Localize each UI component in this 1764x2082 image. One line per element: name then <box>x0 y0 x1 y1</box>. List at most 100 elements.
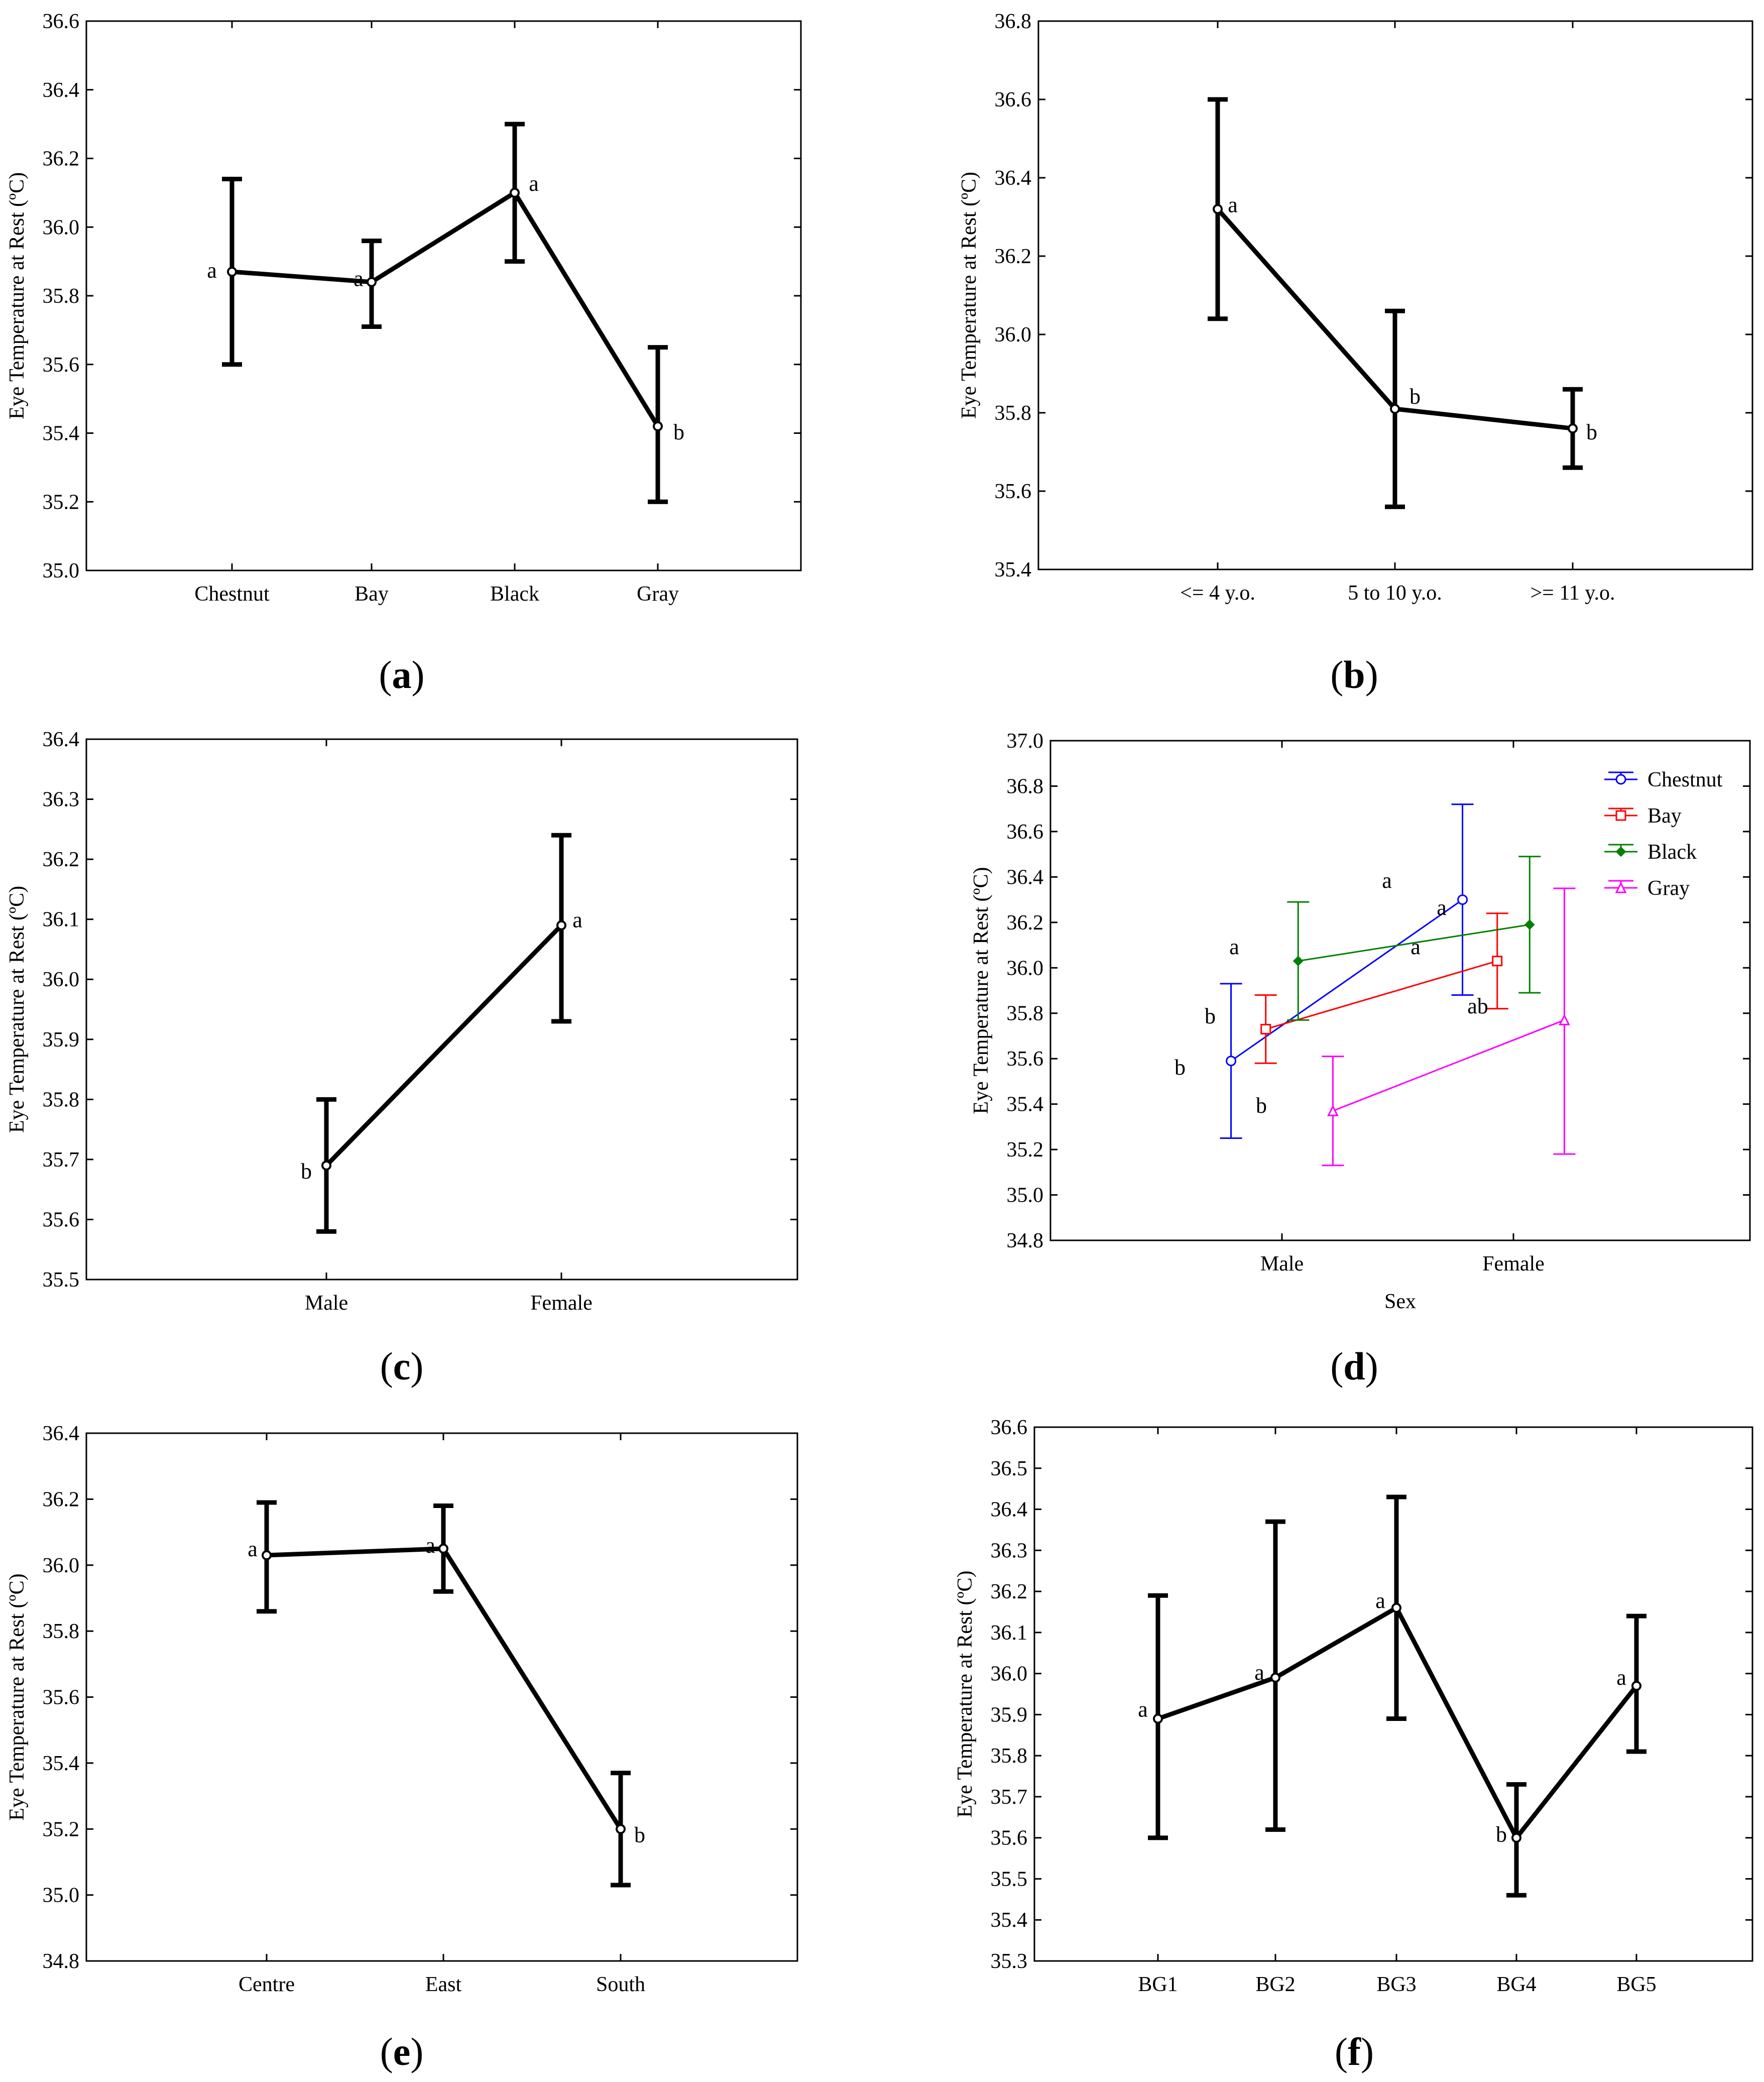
y-tick-label: 35.6 <box>1007 1048 1044 1071</box>
y-tick-label: 36.0 <box>43 1554 80 1577</box>
plot-a: 35.0 35.2 35.4 35.6 35.8 36.0 36.2 36.4 36.6 Ches… <box>6 10 802 606</box>
data-point <box>1270 1672 1280 1683</box>
x-tick-label: BG5 <box>1616 1973 1656 1996</box>
legend-label: Bay <box>1648 804 1682 828</box>
y-tick-label: 35.7 <box>43 1148 80 1172</box>
x-axis-label: Sex <box>1384 1290 1416 1313</box>
x-tick-label: Centre <box>239 1973 295 1996</box>
x-tick-label: Bay <box>355 583 389 606</box>
y-tick-label: 36.0 <box>1007 957 1044 980</box>
x-tick-label: Chestnut <box>194 583 270 606</box>
plot-frame <box>1033 1426 1753 1962</box>
y-tick-label: 36.6 <box>991 1416 1028 1439</box>
series-gray <box>1322 887 1576 1167</box>
x-tick-label: >= 11 y.o. <box>1530 582 1615 605</box>
y-tick-label: 35.2 <box>43 491 80 514</box>
data-point <box>227 267 237 277</box>
series-main: ba <box>301 833 582 1234</box>
y-tick-label: 36.1 <box>43 908 80 932</box>
significance-letter: a <box>1382 868 1392 893</box>
data-point <box>1492 956 1503 967</box>
series-line <box>1332 1019 1565 1112</box>
y-tick-label: 35.8 <box>991 1745 1028 1768</box>
plot-frame <box>1049 740 1751 1241</box>
y-tick-label: 35.8 <box>43 285 80 308</box>
y-tick-label: 36.1 <box>991 1622 1028 1645</box>
x-tick-label: BG3 <box>1376 1973 1416 1996</box>
y-tick-label: 36.0 <box>991 1663 1028 1686</box>
y-tick-label: 35.4 <box>991 1909 1028 1932</box>
data-point <box>1391 1602 1401 1613</box>
panel-label-b: (b) <box>1330 653 1378 697</box>
legend-marker <box>1615 881 1627 893</box>
data-point <box>438 1543 448 1554</box>
y-tick-label: 36.8 <box>995 10 1032 33</box>
data-point <box>1631 1681 1641 1691</box>
y-axis-label: Eye Temperature at Rest (ºC) <box>6 172 29 419</box>
y-tick-label: 36.0 <box>43 216 80 239</box>
legend-label: Chestnut <box>1648 768 1723 791</box>
data-point <box>367 277 377 287</box>
y-tick-label: 34.8 <box>43 1950 80 1973</box>
legend-item-chestnut: Chestnut <box>1604 768 1723 791</box>
significance-letter: a <box>1138 1697 1148 1722</box>
series-main: a a a b <box>207 122 684 504</box>
significance-letter: a <box>1616 1665 1626 1690</box>
y-tick-label: 36.2 <box>43 148 80 171</box>
legend-label: Gray <box>1648 877 1690 900</box>
y-axis-label: Eye Temperature at Rest (ºC) <box>970 867 993 1114</box>
series-line <box>231 190 660 428</box>
y-tick-label: 35.0 <box>1007 1184 1044 1207</box>
significance-letter: a <box>1229 935 1239 959</box>
y-tick-label: 36.2 <box>991 1580 1028 1603</box>
y-tick-label: 35.6 <box>43 1208 80 1231</box>
significance-letter: a <box>248 1537 258 1561</box>
significance-letter: a <box>354 267 364 291</box>
y-tick-label: 36.3 <box>991 1539 1028 1562</box>
data-point <box>616 1824 626 1834</box>
significance-letter: a <box>1254 1660 1264 1685</box>
data-point <box>1292 956 1304 967</box>
significance-letter: ab <box>1467 994 1488 1018</box>
y-tick-label: 35.2 <box>43 1818 80 1841</box>
y-tick-label: 36.6 <box>43 10 80 33</box>
y-tick-label: 36.6 <box>995 88 1032 111</box>
y-tick-label: 35.9 <box>43 1028 80 1052</box>
significance-letter: b <box>634 1822 645 1847</box>
significance-letter: a <box>1437 895 1447 920</box>
legend: Chestnut Bay Black Gray <box>1604 768 1723 900</box>
y-tick-label: 36.0 <box>43 968 80 991</box>
panel-label-c: (c) <box>380 1344 424 1388</box>
series-black <box>1287 856 1541 1021</box>
significance-letter: a <box>1410 935 1421 959</box>
data-point <box>321 1160 331 1171</box>
significance-letter: b <box>1496 1822 1507 1847</box>
data-point <box>1226 1056 1237 1067</box>
significance-letter: b <box>1256 1093 1267 1118</box>
x-tick-label: South <box>596 1973 645 1996</box>
x-tick-label: Female <box>530 1292 593 1315</box>
y-tick-label: 34.8 <box>1007 1229 1044 1252</box>
panel-label-f: (f) <box>1335 2030 1374 2073</box>
series-line <box>1265 960 1498 1030</box>
y-tick-label: 35.3 <box>991 1950 1028 1973</box>
significance-letter: a <box>207 258 217 283</box>
data-point <box>262 1550 272 1561</box>
y-tick-label: 35.6 <box>991 1827 1028 1850</box>
legend-item-black: Black <box>1604 841 1697 864</box>
series-main: a b b <box>1208 97 1597 509</box>
legend-marker <box>1615 774 1626 785</box>
significance-letter: a <box>425 1533 435 1558</box>
chart-c: 35.5 35.6 35.7 35.8 35.9 36.0 36.1 36.2 36.3 36.4… <box>6 728 798 1388</box>
y-tick-label: 35.6 <box>43 1686 80 1709</box>
legend-item-gray: Gray <box>1604 877 1690 900</box>
y-tick-label: 35.4 <box>1007 1093 1044 1116</box>
y-tick-label: 36.4 <box>43 1422 80 1445</box>
chart-d: 34.8 35.0 35.2 35.4 35.6 35.8 36.0 36.2 36.4 36.6… <box>970 730 1751 1388</box>
x-tick-label: 5 to 10 y.o. <box>1348 582 1442 605</box>
data-point <box>1511 1832 1521 1843</box>
plot-d: 34.8 35.0 35.2 35.4 35.6 35.8 36.0 36.2 36.4 36.6… <box>970 730 1751 1313</box>
y-tick-label: 35.6 <box>43 354 80 377</box>
data-point <box>1568 423 1578 434</box>
legend-label: Black <box>1648 841 1697 864</box>
